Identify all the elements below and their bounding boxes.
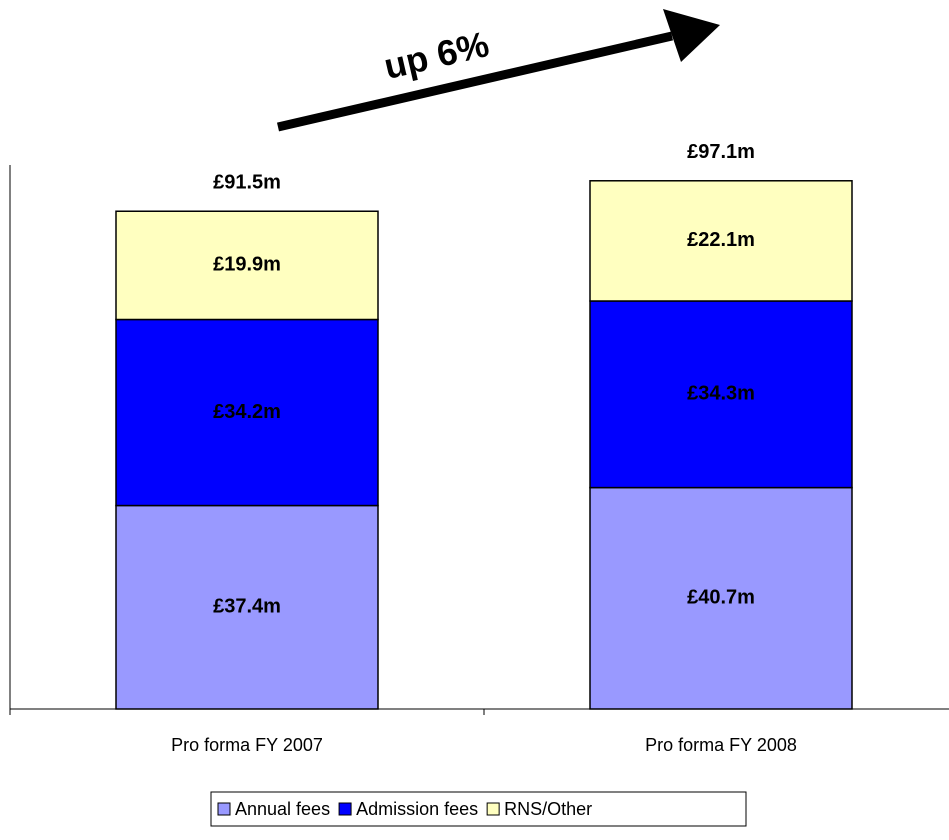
legend-label: RNS/Other xyxy=(504,799,592,819)
value-label: £40.7m xyxy=(687,587,755,609)
legend-swatch xyxy=(338,802,352,816)
trend-arrow xyxy=(276,31,674,132)
value-label: £34.2m xyxy=(213,401,281,423)
bar-segment xyxy=(589,300,853,489)
arrow-head xyxy=(663,9,720,62)
value-label: £22.1m xyxy=(687,229,755,251)
total-label: £91.5m xyxy=(213,172,281,194)
legend-swatch xyxy=(486,802,500,816)
bar-segment xyxy=(589,180,853,302)
value-label: £19.9m xyxy=(213,254,281,276)
value-label: £37.4m xyxy=(213,596,281,618)
legend-label: Admission fees xyxy=(356,799,478,819)
legend-box xyxy=(210,791,747,827)
x-tick-label: Pro forma FY 2007 xyxy=(171,735,323,755)
value-label: £34.3m xyxy=(687,383,755,405)
legend-swatch xyxy=(217,802,231,816)
total-label: £97.1m xyxy=(687,141,755,163)
x-tick-label: Pro forma FY 2008 xyxy=(645,735,797,755)
bar-segment xyxy=(115,210,379,321)
legend-label: Annual fees xyxy=(235,799,330,819)
